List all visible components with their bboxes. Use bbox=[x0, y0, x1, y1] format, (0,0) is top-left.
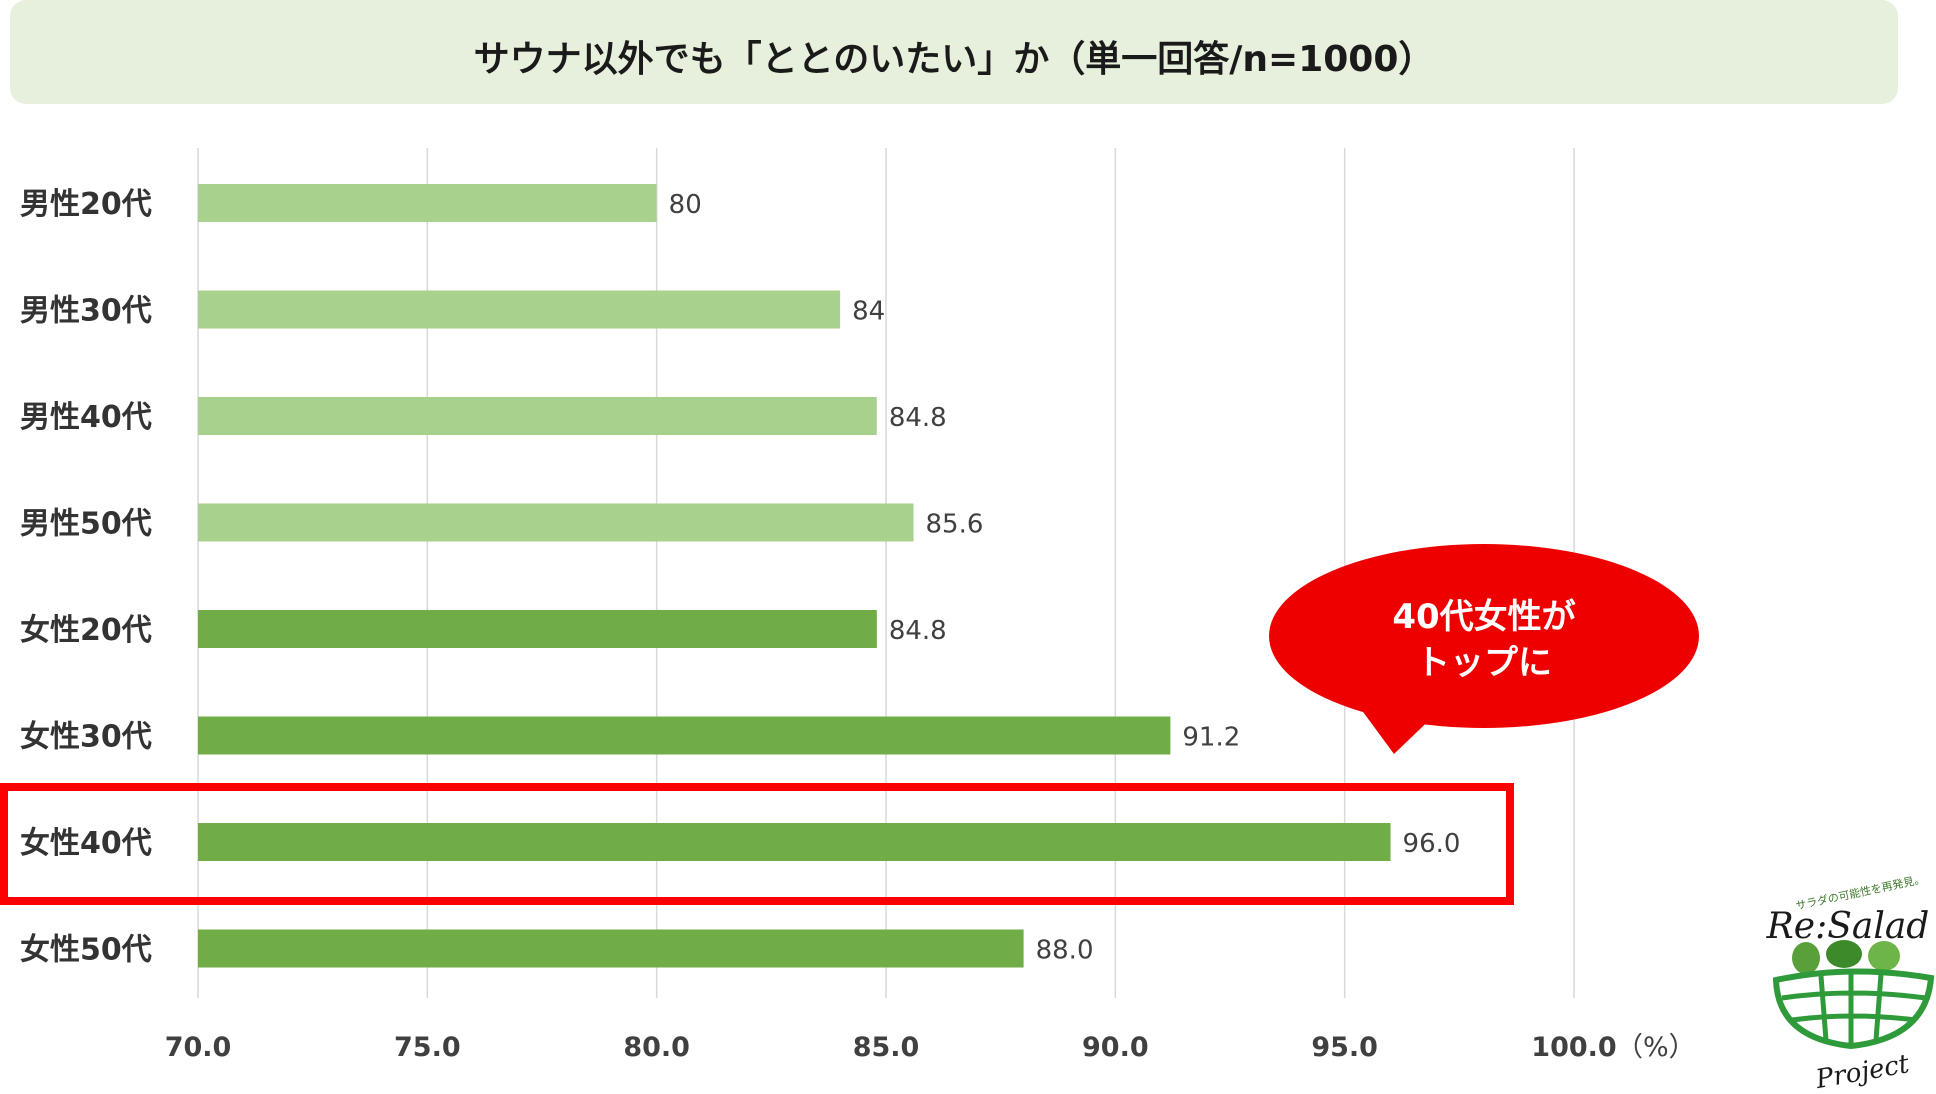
category-label: 女性50代 bbox=[20, 933, 152, 968]
bar bbox=[198, 716, 1171, 755]
bar bbox=[198, 929, 1024, 968]
category-label: 男性40代 bbox=[20, 400, 152, 435]
value-label: 84.8 bbox=[889, 403, 947, 433]
logo-sub: Project bbox=[1813, 1049, 1912, 1092]
tick-label: 85.0 bbox=[853, 1032, 920, 1063]
bar bbox=[198, 397, 877, 435]
value-label: 84 bbox=[852, 297, 885, 327]
category-label: 男性30代 bbox=[20, 294, 152, 329]
category-label: 女性20代 bbox=[20, 613, 152, 648]
logo-name: Re:Salad bbox=[1766, 906, 1929, 947]
tick-label: 70.0 bbox=[165, 1032, 232, 1063]
callout-ellipse bbox=[1269, 544, 1699, 728]
chart-title: サウナ以外でも「ととのいたい」か（単一回答/n=1000） bbox=[473, 39, 1435, 80]
category-label: 女性30代 bbox=[20, 720, 152, 755]
category-label: 男性20代 bbox=[20, 187, 152, 222]
leaf-icon bbox=[1792, 942, 1820, 974]
tick-label: 75.0 bbox=[394, 1032, 461, 1063]
title-bar: サウナ以外でも「ととのいたい」か（単一回答/n=1000） bbox=[10, 0, 1898, 104]
value-labels: 80 84 84.8 85.6 84.8 91.2 96.0 88.0 bbox=[669, 190, 1461, 966]
bars bbox=[198, 184, 1391, 968]
bar bbox=[198, 503, 914, 542]
callout-line-1: 40代女性が bbox=[1392, 597, 1575, 637]
category-label: 女性40代 bbox=[20, 826, 152, 861]
value-label: 84.8 bbox=[889, 616, 947, 646]
leaf-icon bbox=[1868, 941, 1900, 971]
value-label: 96.0 bbox=[1403, 829, 1461, 859]
value-label: 88.0 bbox=[1036, 936, 1094, 966]
value-label: 85.6 bbox=[926, 510, 984, 540]
tick-labels: 70.0 75.0 80.0 85.0 90.0 95.0 100.0 bbox=[165, 1032, 1617, 1063]
bar bbox=[198, 184, 657, 222]
tick-label: 80.0 bbox=[623, 1032, 690, 1063]
leaf-icon bbox=[1826, 940, 1862, 968]
bar bbox=[198, 290, 841, 329]
highlight-box bbox=[0, 783, 1514, 905]
unit-label: （%） bbox=[1616, 1032, 1696, 1063]
bar bbox=[198, 610, 877, 648]
bar bbox=[198, 823, 1391, 861]
callout-line-2: トップに bbox=[1416, 643, 1552, 683]
value-label: 91.2 bbox=[1182, 723, 1240, 753]
tick-label: 90.0 bbox=[1082, 1032, 1149, 1063]
tick-label: 100.0 bbox=[1531, 1032, 1616, 1063]
tick-label: 95.0 bbox=[1311, 1032, 1378, 1063]
re-salad-logo: サラダの可能性を再発見。 Re:Salad Project bbox=[1766, 872, 1935, 1092]
category-label: 男性50代 bbox=[20, 507, 152, 542]
value-label: 80 bbox=[669, 190, 702, 220]
callout-bubble: 40代女性が トップに bbox=[1269, 544, 1699, 754]
